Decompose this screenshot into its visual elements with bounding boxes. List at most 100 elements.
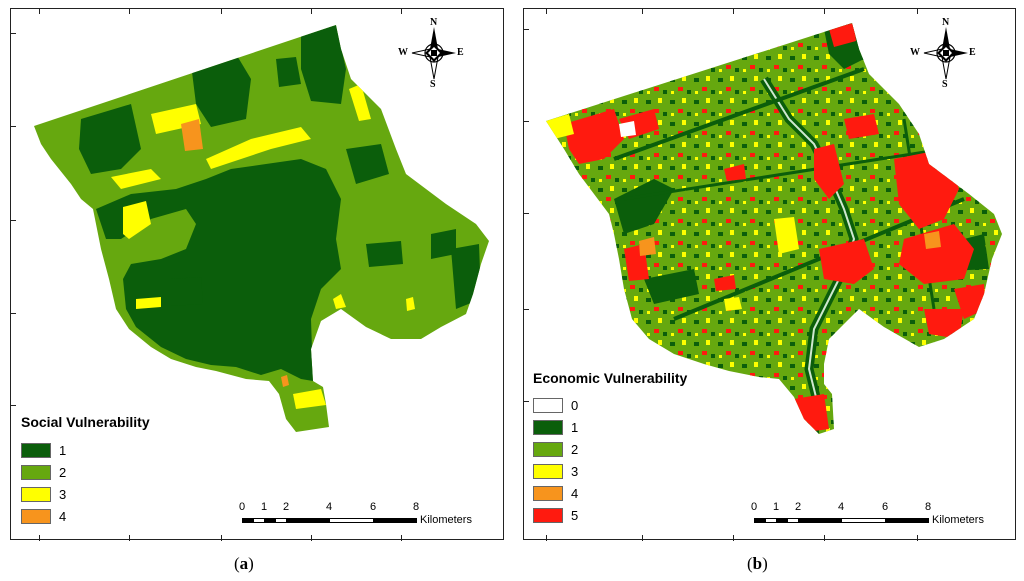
frame-tick (824, 8, 825, 14)
legend-label: 4 (571, 486, 579, 501)
compass-rose-icon (411, 27, 456, 80)
frame-tick (523, 401, 529, 402)
scale-label: 1 (772, 501, 780, 513)
north-arrow: N S E W (910, 17, 976, 90)
frame-tick (10, 220, 16, 221)
frame-tick (129, 535, 130, 541)
legend-item: 5 (533, 507, 578, 524)
scale-segment (841, 518, 886, 523)
legend-label: 5 (571, 508, 579, 523)
legend-swatch (533, 486, 563, 501)
legend-swatch (21, 509, 51, 524)
legend-swatch (21, 443, 51, 458)
frame-tick (642, 535, 643, 541)
scale-units: Kilometers (932, 514, 984, 526)
scale-bar: 0 1 2 4 6 8 Kilometers (239, 501, 489, 531)
frame-tick (10, 405, 16, 406)
frame-tick (523, 213, 529, 214)
frame-tick (733, 535, 734, 541)
caption-b: (b) (747, 554, 768, 573)
legend-label: 3 (571, 464, 579, 479)
legend-label: 2 (59, 465, 67, 480)
scale-bar: 0 1 2 4 6 8 Kilometers (751, 501, 1001, 531)
north-arrow: N S E W (398, 17, 464, 90)
frame-tick (129, 8, 130, 14)
legend-swatch (533, 420, 563, 435)
frame-tick (39, 8, 40, 14)
frame-tick (221, 8, 222, 14)
legend-label: 0 (571, 398, 579, 413)
scale-label: 4 (837, 501, 845, 513)
scale-label: 1 (260, 501, 268, 513)
legend-title: Social Vulnerability (21, 414, 150, 430)
legend-label: 3 (59, 487, 67, 502)
scale-label: 8 (412, 501, 420, 513)
scale-segment (885, 518, 929, 523)
legend-item: 1 (533, 419, 578, 436)
frame-tick (221, 535, 222, 541)
legend-swatch (533, 442, 563, 457)
scale-label: 2 (282, 501, 290, 513)
scale-label: 6 (369, 501, 377, 513)
compass-south-label: S (942, 79, 948, 90)
legend-item: 4 (533, 485, 578, 502)
legend-label: 1 (59, 443, 67, 458)
legend-item: 2 (533, 441, 578, 458)
scale-label: 6 (881, 501, 889, 513)
scale-label: 2 (794, 501, 802, 513)
scale-label: 0 (750, 501, 758, 513)
scale-label: 0 (238, 501, 246, 513)
frame-tick (546, 535, 547, 541)
frame-tick (917, 8, 918, 14)
frame-tick (824, 535, 825, 541)
legend-label: 1 (571, 420, 579, 435)
frame-tick (523, 29, 529, 30)
frame-tick (311, 535, 312, 541)
caption-letter: a (239, 554, 249, 573)
legend-item: 3 (533, 463, 578, 480)
compass-east-label: E (457, 47, 464, 58)
legend-label: 2 (571, 442, 579, 457)
legend-item: 0 (533, 397, 578, 414)
compass-west-label: W (910, 47, 920, 58)
frame-tick (10, 313, 16, 314)
legend-item: 2 (21, 464, 66, 481)
map-panel-economic: N S E W Economic Vulnerability 0 1 2 3 4… (523, 8, 1016, 541)
legend-swatch (533, 508, 563, 523)
scale-units: Kilometers (420, 514, 472, 526)
scale-label: 8 (924, 501, 932, 513)
legend-item: 4 (21, 508, 66, 525)
legend-item: 1 (21, 442, 66, 459)
legend-item: 3 (21, 486, 66, 503)
frame-tick (10, 33, 16, 34)
legend-title: Economic Vulnerability (533, 370, 688, 386)
frame-tick (546, 8, 547, 14)
caption-letter: b (752, 554, 763, 573)
frame-tick (523, 121, 529, 122)
frame-tick (523, 309, 529, 310)
legend-swatch (21, 487, 51, 502)
compass-north-label: N (942, 17, 950, 28)
legend-swatch (533, 464, 563, 479)
compass-north-label: N (430, 17, 438, 28)
compass-east-label: E (969, 47, 976, 58)
compass-rose-icon (923, 27, 968, 80)
map-panel-social: N S E W Social Vulnerability 1 2 3 4 0 1… (10, 8, 504, 541)
frame-tick (642, 8, 643, 14)
scale-segment (329, 518, 374, 523)
frame-tick (39, 535, 40, 541)
caption-a: (a) (234, 554, 254, 573)
legend-swatch (21, 465, 51, 480)
social-vulnerability-map (34, 25, 489, 432)
scale-segment (373, 518, 417, 523)
frame-tick (917, 535, 918, 541)
compass-south-label: S (430, 79, 436, 90)
scale-segment (798, 518, 842, 523)
scale-label: 4 (325, 501, 333, 513)
legend-swatch (533, 398, 563, 413)
frame-tick (401, 535, 402, 541)
frame-tick (311, 8, 312, 14)
frame-tick (401, 8, 402, 14)
legend-label: 4 (59, 509, 67, 524)
compass-west-label: W (398, 47, 408, 58)
